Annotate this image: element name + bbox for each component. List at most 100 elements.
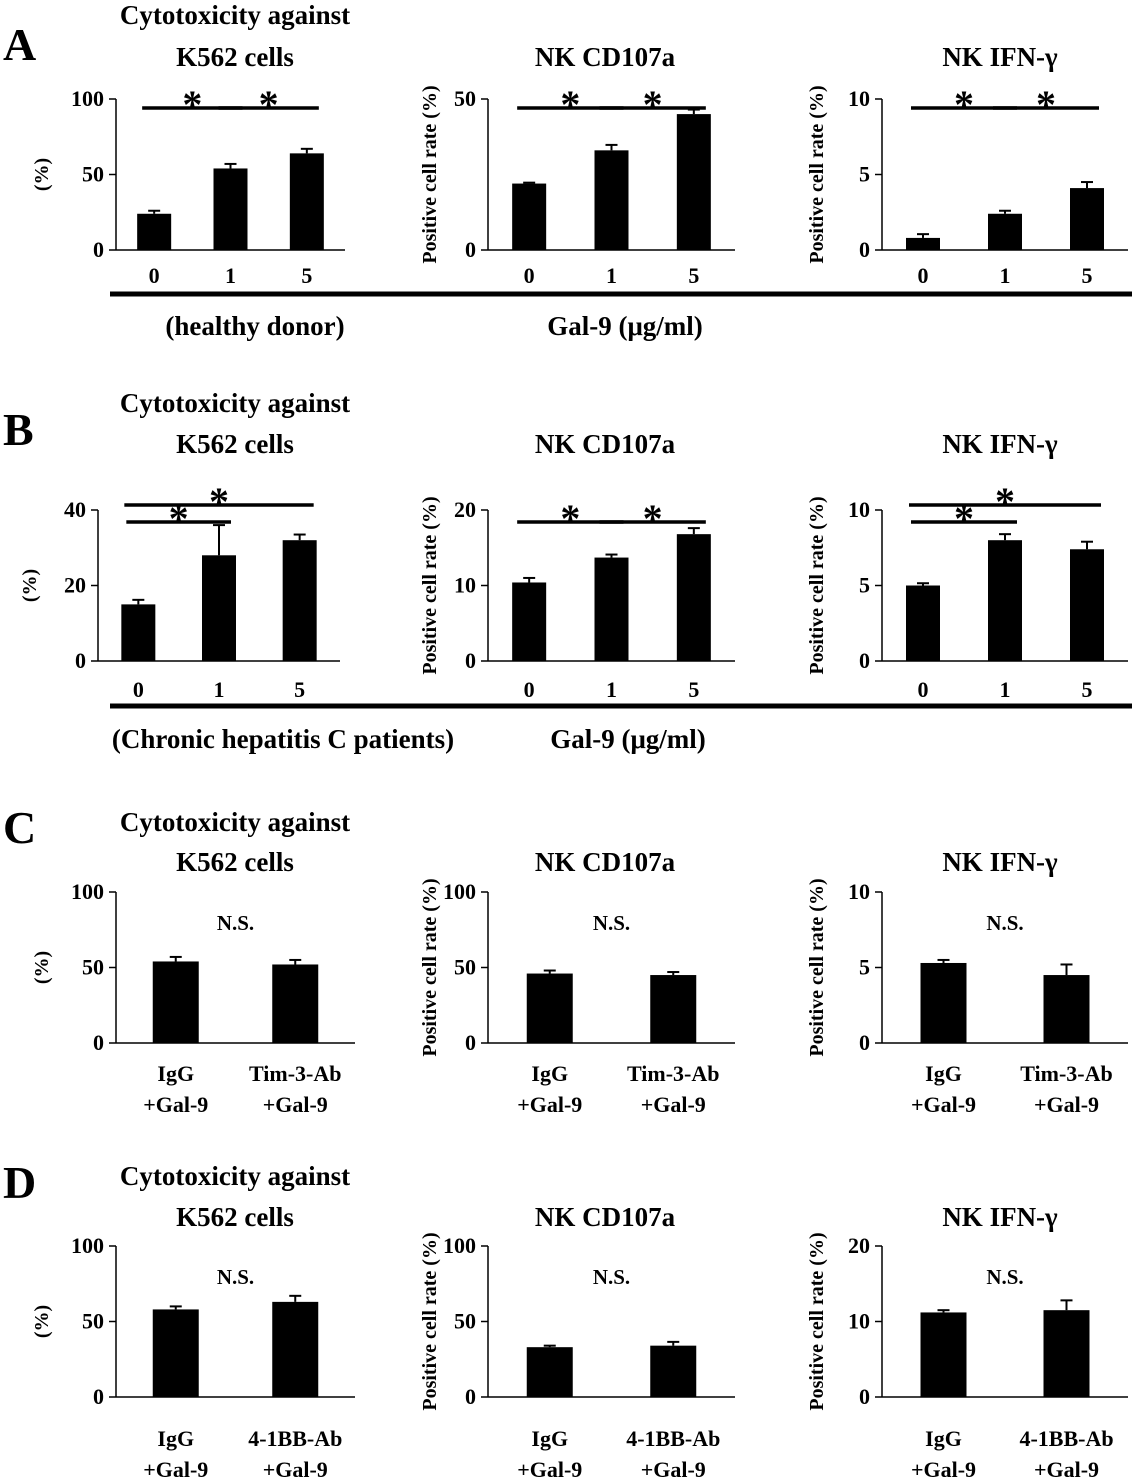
chart-a-2: NK CD107a Positive cell rate (%) 0 50 0 1 5 * *: [419, 42, 735, 288]
category-label: 1: [1000, 677, 1011, 702]
y-axis-label: (%): [31, 158, 53, 191]
category-label: 5: [1082, 263, 1093, 288]
chart-title: NK IFN-γ: [942, 1202, 1058, 1232]
bar: [512, 582, 547, 661]
y-tick-label: 0: [859, 648, 870, 673]
significance-star: *: [169, 496, 189, 541]
ns-label: N.S.: [593, 1265, 630, 1289]
y-tick-label: 0: [465, 237, 476, 262]
y-axis-label: Positive cell rate (%): [806, 85, 828, 263]
y-tick-label: 5: [859, 162, 870, 187]
significance-star: *: [995, 479, 1015, 524]
ns-label: N.S.: [593, 911, 630, 935]
bar: [137, 213, 172, 250]
chart-title: NK IFN-γ: [942, 42, 1058, 72]
y-axis-label: Positive cell rate (%): [419, 85, 441, 263]
category-label: +Gal-9: [911, 1457, 976, 1480]
bar: [650, 1345, 697, 1397]
category-label: 0: [149, 263, 160, 288]
category-label: IgG: [157, 1426, 194, 1451]
y-tick-label: 10: [848, 86, 870, 111]
panel-label-b: B: [3, 404, 34, 455]
bar: [152, 961, 199, 1043]
category-label: +Gal-9: [641, 1457, 706, 1480]
category-label: +Gal-9: [143, 1457, 208, 1480]
chart-title: NK CD107a: [535, 847, 676, 877]
y-axis-label: Positive cell rate (%): [806, 878, 828, 1056]
footer-a-group: (healthy donor): [165, 311, 344, 341]
category-label: +Gal-9: [641, 1092, 706, 1117]
ns-label: N.S.: [986, 911, 1023, 935]
category-label: +Gal-9: [517, 1092, 582, 1117]
y-axis-label: Positive cell rate (%): [806, 496, 828, 674]
category-label: 1: [606, 677, 617, 702]
y-tick-label: 100: [71, 86, 104, 111]
chart-d-3: NK IFN-γ Positive cell rate (%) 0 10 20 IgG +G…: [806, 1202, 1128, 1480]
significance-star: *: [560, 82, 580, 127]
category-label: IgG: [531, 1061, 568, 1086]
y-axis-label: (%): [31, 951, 53, 984]
y-tick-label: 10: [454, 573, 476, 598]
chart-title: K562 cells: [176, 42, 294, 72]
bar: [988, 540, 1022, 661]
bar: [152, 1309, 199, 1397]
y-tick-label: 0: [93, 1030, 104, 1055]
y-tick-label: 100: [443, 1233, 476, 1258]
bar: [121, 604, 156, 661]
footer-b-unit: Gal-9 (μg/ml): [550, 724, 706, 754]
ns-label: N.S.: [217, 911, 254, 935]
y-tick-label: 5: [859, 573, 870, 598]
y-tick-label: 20: [848, 1233, 870, 1258]
chart-a-3: NK IFN-γ Positive cell rate (%) 0 5 10 0 1 5 * *: [806, 42, 1128, 288]
category-label: IgG: [925, 1426, 962, 1451]
category-label: +Gal-9: [143, 1092, 208, 1117]
y-tick-label: 10: [848, 497, 870, 522]
bar: [988, 213, 1022, 250]
significance-star: *: [259, 82, 279, 127]
category-label: +Gal-9: [263, 1092, 328, 1117]
y-tick-label: 50: [82, 1309, 104, 1334]
chart-title: K562 cells: [176, 1202, 294, 1232]
y-tick-label: 50: [82, 955, 104, 980]
y-tick-label: 20: [454, 497, 476, 522]
y-tick-label: 50: [454, 86, 476, 111]
bar: [1070, 549, 1104, 661]
bar: [676, 114, 711, 250]
bar: [676, 534, 711, 661]
y-tick-label: 0: [465, 1030, 476, 1055]
category-label: 4-1BB-Ab: [626, 1426, 720, 1451]
category-label: 0: [918, 677, 929, 702]
chart-title: Cytotoxicity against: [120, 1161, 350, 1191]
y-axis-label: (%): [31, 1305, 53, 1338]
chart-a-1: Cytotoxicity against K562 cells (%) 0 50 100 0…: [31, 0, 350, 288]
significance-star: *: [182, 82, 202, 127]
bar: [272, 1301, 319, 1397]
y-tick-label: 0: [93, 237, 104, 262]
y-tick-label: 5: [859, 955, 870, 980]
bar: [594, 150, 629, 250]
y-axis-label: (%): [19, 569, 41, 602]
category-label: +Gal-9: [1034, 1092, 1099, 1117]
ns-label: N.S.: [986, 1265, 1023, 1289]
chart-title: Cytotoxicity against: [120, 388, 350, 418]
category-label: 4-1BB-Ab: [1019, 1426, 1113, 1451]
y-axis-label: Positive cell rate (%): [419, 878, 441, 1056]
category-label: 1: [214, 677, 225, 702]
footer-a-unit: Gal-9 (μg/ml): [547, 311, 703, 341]
category-label: 5: [688, 263, 699, 288]
bar: [906, 237, 940, 250]
y-tick-label: 50: [454, 955, 476, 980]
chart-title: NK CD107a: [535, 42, 676, 72]
chart-c-3: NK IFN-γ Positive cell rate (%) 0 5 10 IgG +Ga…: [806, 847, 1128, 1117]
chart-c-2: NK CD107a Positive cell rate (%) 0 50 100 IgG…: [419, 847, 735, 1117]
y-tick-label: 10: [848, 1309, 870, 1334]
bar: [526, 973, 573, 1043]
category-label: Tim-3-Ab: [1020, 1061, 1113, 1086]
category-label: 5: [301, 263, 312, 288]
category-label: IgG: [157, 1061, 194, 1086]
bar: [906, 585, 940, 661]
chart-title: NK CD107a: [535, 1202, 676, 1232]
significance-star: *: [643, 496, 663, 541]
y-tick-label: 0: [859, 1030, 870, 1055]
